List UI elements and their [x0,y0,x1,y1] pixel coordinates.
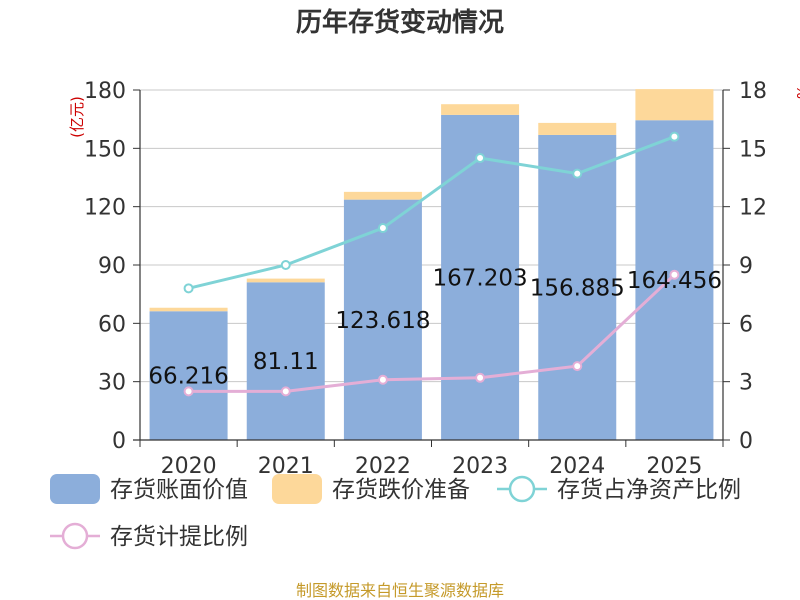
line-inventory-to-net-assets-point [377,223,388,234]
chart-title: 历年存货变动情况 [296,7,504,38]
y-left-tick-label: 120 [84,196,126,221]
line-provision-ratio-point [475,372,486,383]
y-left-tick-label: 30 [98,371,126,396]
bar-impairment-provision [441,104,520,115]
legend-label: 存货计提比例 [110,524,248,550]
right-axis-unit: % [793,85,800,99]
y-right-tick-label: 0 [739,429,753,454]
bar-value-label: 167.203 [433,265,528,291]
bar-impairment-provision [246,278,325,283]
y-right-tick-label: 3 [739,371,753,396]
y-left-tick-label: 90 [98,254,126,279]
line-provision-ratio-point [183,386,194,397]
bar-impairment-provision [343,191,422,200]
bar-value-label: 66.216 [148,364,228,390]
bars-layer [149,89,714,441]
legend-swatch-marker [61,522,89,550]
bar-value-label: 123.618 [335,308,430,334]
x-tick-label: 2025 [646,454,702,479]
bar-book-value [149,311,228,440]
y-left-tick-label: 150 [84,137,126,162]
x-tick-label: 2022 [355,454,411,479]
bar-value-label: 164.456 [627,268,722,294]
y-left-tick-label: 0 [112,429,126,454]
line-inventory-to-net-assets [188,135,675,290]
line-inventory-to-net-assets-point [572,168,583,179]
bar-book-value [246,282,325,440]
line-provision-ratio [188,273,676,393]
bar-book-value [441,114,520,440]
left-axis-unit: (亿元) [68,96,86,138]
y-right-tick-label: 15 [739,137,767,162]
y-right-tick-label: 18 [739,79,767,104]
line-provision-ratio-point [572,361,583,372]
bar-impairment-provision [538,122,617,135]
source-note: 制图数据来自恒生聚源数据库 [296,581,504,600]
bar-value-label: 81.11 [253,349,319,375]
legend-swatch-marker [508,475,536,503]
y-right-tick-label: 12 [739,196,767,221]
x-tick-label: 2023 [452,454,508,479]
bar-book-value [635,120,714,441]
line-provision-ratio-point [669,269,680,280]
line-inventory-to-net-assets-point [475,153,486,164]
bar-impairment-provision [149,307,228,312]
x-tick-label: 2020 [161,454,217,479]
lines-layer [183,131,680,397]
line-provision-ratio-point [280,386,291,397]
legend-swatch [50,474,100,504]
line-inventory-to-net-assets-point [669,131,680,142]
line-inventory-to-net-assets-point [280,260,291,270]
bar-value-label: 156.885 [530,275,625,301]
legend-label: 存货账面价值 [110,477,248,503]
legend-swatch [272,474,322,504]
line-provision-ratio-point [377,374,388,385]
y-right-tick-label: 6 [739,312,753,337]
y-left-tick-label: 60 [98,312,126,337]
legend-label: 存货跌价准备 [332,477,470,503]
y-left-tick-label: 180 [84,79,126,104]
bar-impairment-provision [635,89,714,121]
gridlines [140,89,723,383]
y-right-tick-label: 9 [739,254,753,279]
line-inventory-to-net-assets-point [183,283,194,294]
bar-book-value [343,199,422,440]
x-tick-label: 2024 [549,454,605,479]
bar-book-value [538,134,617,440]
legend-label: 存货占净资产比例 [557,477,741,503]
